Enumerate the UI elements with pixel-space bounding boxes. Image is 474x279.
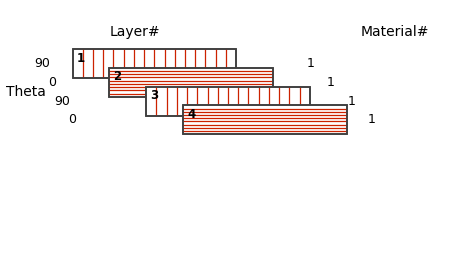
Bar (146, 86, 310, 116)
Text: 0: 0 (48, 76, 56, 89)
Text: Layer#: Layer# (109, 25, 160, 39)
Text: 1: 1 (347, 95, 355, 107)
Bar (73, 49, 236, 78)
Text: 90: 90 (55, 95, 70, 107)
Bar (183, 105, 346, 134)
Text: 1: 1 (306, 57, 314, 70)
Bar (109, 68, 273, 97)
Text: 1: 1 (368, 113, 375, 126)
Bar (109, 68, 273, 97)
Text: 1: 1 (327, 76, 335, 89)
Text: Theta: Theta (6, 85, 46, 99)
Text: 2: 2 (113, 71, 122, 83)
Bar (73, 49, 236, 78)
Text: 4: 4 (187, 108, 195, 121)
Text: 1: 1 (77, 52, 85, 65)
Bar (183, 105, 346, 134)
Text: 3: 3 (150, 89, 158, 102)
Bar (183, 105, 346, 134)
Bar (73, 49, 236, 78)
Text: 0: 0 (69, 113, 77, 126)
Bar (146, 86, 310, 116)
Text: Material#: Material# (360, 25, 429, 39)
Text: 90: 90 (34, 57, 50, 70)
Bar (109, 68, 273, 97)
Bar (146, 86, 310, 116)
